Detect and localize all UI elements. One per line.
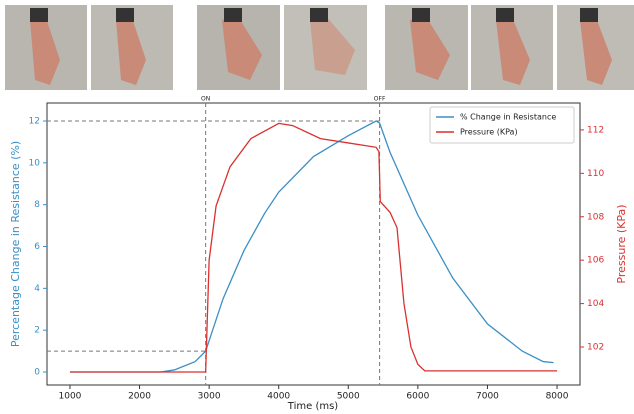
y2-tick-label: 108 (587, 212, 604, 222)
y2-tick-label: 104 (587, 299, 604, 309)
y2-tick-label: 106 (587, 256, 604, 266)
photo (5, 5, 87, 90)
vline-label: ON (201, 96, 210, 103)
vline-label: OFF (374, 96, 386, 103)
y2-tick-label: 102 (587, 343, 604, 353)
y-tick-label: 10 (29, 158, 41, 168)
y2-tick-label: 110 (587, 169, 604, 179)
photo (385, 5, 468, 90)
x-tick-label: 6000 (406, 392, 429, 402)
photo (284, 5, 367, 90)
data-line (69, 122, 558, 373)
x-tick-label: 8000 (546, 392, 569, 402)
plot-frame (46, 102, 581, 386)
legend-box (429, 106, 575, 144)
y-tick-label: 0 (34, 368, 40, 378)
x-tick-label: 5000 (337, 392, 360, 402)
y-tick-label: 2 (34, 326, 40, 336)
legend-label: Pressure (KPa) (460, 128, 518, 137)
x-tick-label: 7000 (476, 392, 499, 402)
x-tick-label: 3000 (198, 392, 221, 402)
photo-strip (5, 5, 634, 90)
x-tick-label: 2000 (128, 392, 151, 402)
x-tick-label: 1000 (59, 392, 82, 402)
x-tick-label: 4000 (267, 392, 290, 402)
y-tick-label: 12 (29, 116, 40, 126)
y-tick-label: 8 (34, 200, 40, 210)
photo (197, 5, 280, 90)
y-tick-label: 4 (34, 284, 40, 294)
y2-axis-label: Pressure (KPa) (615, 204, 628, 283)
photo (471, 5, 553, 90)
x-axis-label: Time (ms) (287, 401, 339, 412)
y-tick-label: 6 (34, 242, 40, 252)
legend-label: % Change in Resistance (460, 113, 556, 122)
y2-tick-label: 112 (587, 125, 604, 135)
photo (91, 5, 173, 90)
data-line (69, 120, 554, 373)
y-axis-label: Percentage Change in Resistance (%) (9, 141, 22, 347)
photo (557, 5, 634, 90)
